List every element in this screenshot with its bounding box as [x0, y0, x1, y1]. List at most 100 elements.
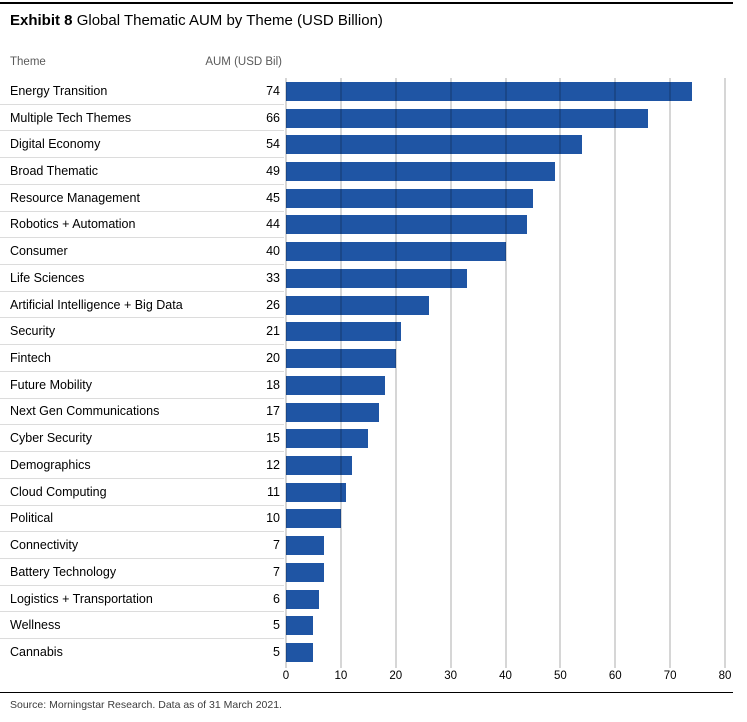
gridline	[394, 78, 397, 668]
theme-label: Broad Thematic	[10, 164, 99, 179]
bar	[286, 81, 693, 101]
gridline	[559, 78, 562, 668]
aum-value: 45	[266, 190, 280, 205]
source-note: Source: Morningstar Research. Data as of…	[10, 699, 282, 711]
table-row: Artificial Intelligence + Big Data 26	[0, 292, 284, 319]
bar	[286, 509, 341, 529]
table-row: Future Mobility 18	[0, 372, 284, 399]
theme-label: Consumer	[10, 244, 68, 259]
bar	[286, 589, 319, 609]
aum-value: 74	[266, 83, 280, 98]
aum-value: 44	[266, 217, 280, 232]
bar	[286, 188, 533, 208]
table-row: Political 10	[0, 506, 284, 533]
table-row: Logistics + Transportation 6	[0, 586, 284, 613]
bar-chart-plot-area	[285, 78, 727, 670]
theme-label: Robotics + Automation	[10, 217, 136, 232]
aum-value: 7	[273, 538, 280, 553]
gridline	[339, 78, 342, 668]
top-rule	[0, 2, 733, 4]
column-headers: Theme AUM (USD Bil)	[0, 56, 284, 70]
bar	[286, 322, 402, 342]
aum-value: 17	[266, 404, 280, 419]
bar	[286, 295, 429, 315]
x-tick-label: 50	[553, 670, 567, 682]
gridline	[504, 78, 507, 668]
bar	[286, 215, 528, 235]
theme-label: Cyber Security	[10, 431, 92, 446]
bar	[286, 562, 325, 582]
aum-value: 18	[266, 377, 280, 392]
bottom-rule	[0, 692, 733, 693]
aum-value: 5	[273, 618, 280, 633]
table-row: Cannabis 5	[0, 639, 284, 666]
exhibit-label: Exhibit 8	[10, 12, 73, 29]
theme-label: Political	[10, 511, 54, 526]
theme-label: Multiple Tech Themes	[10, 110, 132, 125]
theme-label: Cannabis	[10, 645, 63, 660]
theme-label: Life Sciences	[10, 270, 85, 285]
bar	[286, 375, 385, 395]
x-tick-label: 30	[444, 670, 458, 682]
theme-label: Battery Technology	[10, 564, 117, 579]
table-row: Demographics 12	[0, 452, 284, 479]
aum-value: 40	[266, 244, 280, 259]
bar	[286, 268, 468, 288]
bar	[286, 429, 369, 449]
theme-label: Digital Economy	[10, 137, 101, 152]
theme-label: Fintech	[10, 351, 51, 366]
gridline	[449, 78, 452, 668]
aum-value: 49	[266, 164, 280, 179]
table-row: Digital Economy 54	[0, 131, 284, 159]
bar	[286, 642, 314, 662]
bar	[286, 482, 347, 502]
theme-label: Resource Management	[10, 190, 140, 205]
theme-label: Logistics + Transportation	[10, 591, 153, 606]
aum-value: 7	[273, 564, 280, 579]
x-tick-label: 80	[718, 670, 732, 682]
theme-table: Energy Transition 74 Multiple Tech Themes 6…	[0, 78, 284, 666]
bar	[286, 616, 314, 636]
page-title: Exhibit 8 Global Thematic AUM by Theme (…	[10, 12, 383, 29]
table-row: Consumer 40	[0, 238, 284, 266]
theme-label: Connectivity	[10, 538, 79, 553]
column-header-aum: AUM (USD Bil)	[205, 56, 282, 68]
bar	[286, 349, 396, 369]
aum-value: 15	[266, 431, 280, 446]
table-row: Energy Transition 74	[0, 78, 284, 105]
gridline	[285, 78, 287, 668]
bar	[286, 536, 325, 556]
table-row: Next Gen Communications 17	[0, 399, 284, 426]
table-row: Robotics + Automation 44	[0, 212, 284, 239]
gridline	[724, 78, 726, 668]
bar	[286, 242, 506, 262]
x-tick-label: 10	[334, 670, 348, 682]
x-tick-label: 70	[663, 670, 677, 682]
table-row: Life Sciences 33	[0, 265, 284, 292]
table-row: Broad Thematic 49	[0, 158, 284, 185]
exhibit-title-text: Global Thematic AUM by Theme (USD Billio…	[76, 12, 383, 29]
table-row: Multiple Tech Themes 66	[0, 105, 284, 132]
theme-label: Security	[10, 324, 56, 339]
aum-value: 12	[266, 457, 280, 472]
aum-value: 10	[266, 511, 280, 526]
aum-value: 33	[266, 270, 280, 285]
table-row: Battery Technology 7	[0, 559, 284, 586]
theme-label: Cloud Computing	[10, 484, 107, 499]
bar	[286, 108, 649, 128]
aum-value: 6	[273, 591, 280, 606]
table-row: Wellness 5	[0, 612, 284, 640]
theme-label: Future Mobility	[10, 377, 92, 392]
theme-label: Energy Transition	[10, 83, 108, 98]
aum-value: 21	[266, 324, 280, 339]
aum-value: 5	[273, 645, 280, 660]
theme-label: Next Gen Communications	[10, 404, 160, 419]
bar	[286, 162, 555, 182]
gridline	[669, 78, 672, 668]
aum-value: 11	[267, 484, 280, 499]
x-axis: 0 10 20 30 40 50 60 70 80	[283, 670, 747, 684]
aum-value: 26	[266, 297, 280, 312]
theme-label: Wellness	[10, 618, 61, 633]
theme-label: Demographics	[10, 457, 91, 472]
aum-value: 54	[266, 137, 280, 152]
